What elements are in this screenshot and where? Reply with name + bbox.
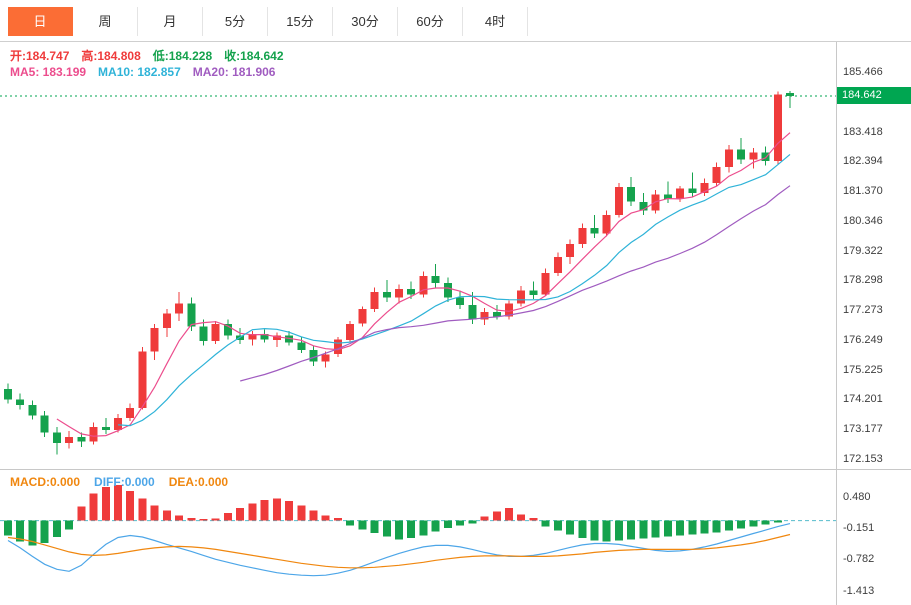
price-axis-tick: 178.298 (843, 274, 883, 286)
price-axis-tick: 176.249 (843, 334, 883, 346)
price-axis-tick: 174.201 (843, 393, 883, 405)
macd-chart[interactable]: MACD:0.000 DIFF:0.000 DEA:0.000 (0, 470, 836, 605)
macd-axis: 0.480 -0.151 -0.782 -1.413 (836, 470, 911, 605)
price-axis-tick: 182.394 (843, 155, 883, 167)
timeframe-tab-month[interactable]: 月 (138, 7, 203, 36)
ma10-value: MA10: 182.857 (98, 65, 181, 79)
macd-axis-tick: -1.413 (843, 585, 875, 597)
macd-value: MACD:0.000 (10, 475, 81, 489)
price-axis-tick: 180.346 (843, 215, 883, 227)
candlestick-chart[interactable]: 开:184.747 高:184.808 低:184.228 收:184.642 … (0, 42, 836, 469)
price-axis: 184.642 185.466 183.418 182.394 181.370 180.… (836, 42, 911, 469)
timeframe-toolbar: 日周月 5分 15分 30分 60分 4时 (0, 0, 911, 42)
price-axis-tick: 175.225 (843, 364, 883, 376)
timeframe-tab-week[interactable]: 周 (73, 7, 138, 36)
close-value: 收:184.642 (224, 49, 284, 63)
macd-summary: MACD:0.000 DIFF:0.000 DEA:0.000 (10, 475, 228, 489)
timeframe-tab-4hour[interactable]: 4时 (463, 7, 528, 36)
high-value: 高:184.808 (81, 49, 141, 63)
ma5-value: MA5: 183.199 (10, 65, 87, 79)
timeframe-tab-day[interactable]: 日 (8, 7, 73, 36)
macd-canvas (0, 484, 836, 577)
timeframe-tab-30min[interactable]: 30分 (333, 7, 398, 36)
current-price-badge: 184.642 (837, 87, 911, 104)
timeframe-tab-15min[interactable]: 15分 (268, 7, 333, 36)
macd-axis-tick: 0.480 (843, 491, 871, 503)
macd-panel-row: MACD:0.000 DIFF:0.000 DEA:0.000 0.480 -0.… (0, 470, 911, 605)
macd-axis-tick: -0.782 (843, 553, 875, 565)
price-axis-tick: 177.273 (843, 304, 883, 316)
price-axis-tick: 179.322 (843, 245, 883, 257)
low-value: 低:184.228 (152, 49, 213, 63)
candlestick-canvas (0, 91, 836, 455)
dea-value: DEA:0.000 (168, 475, 229, 489)
price-axis-tick: 185.466 (843, 66, 883, 78)
timeframe-tab-60min[interactable]: 60分 (398, 7, 463, 36)
macd-axis-tick: -0.151 (843, 522, 875, 534)
price-axis-tick: 172.153 (843, 453, 883, 465)
main-chart-row: 开:184.747 高:184.808 低:184.228 收:184.642 … (0, 42, 911, 470)
timeframe-tab-5min[interactable]: 5分 (203, 7, 268, 36)
price-axis-tick: 173.177 (843, 423, 883, 435)
ma-summary: MA5: 183.199 MA10: 182.857 MA20: 181.906 (10, 65, 275, 79)
open-value: 开:184.747 (10, 49, 70, 63)
ma20-value: MA20: 181.906 (192, 65, 276, 79)
price-axis-tick: 183.418 (843, 126, 883, 138)
price-axis-tick: 181.370 (843, 185, 883, 197)
ohlc-summary: 开:184.747 高:184.808 低:184.228 收:184.642 (10, 47, 284, 64)
diff-value: DIFF:0.000 (94, 475, 155, 489)
